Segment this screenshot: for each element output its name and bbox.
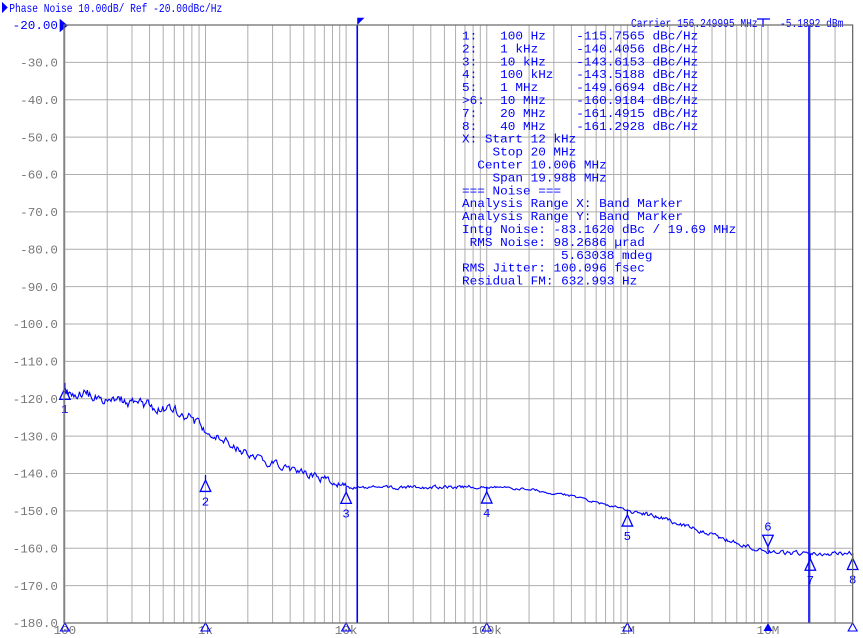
svg-text:-100.0: -100.0 (13, 318, 58, 332)
svg-text:-130.0: -130.0 (13, 430, 58, 444)
svg-text:-40.0: -40.0 (20, 94, 58, 108)
svg-text:5: 1 MHz -149.6694 dBc/H: 5: 1 MHz -149.6694 dBc/Hz (462, 81, 698, 95)
svg-text:RMS Jitter: 100.096 fsec: RMS Jitter: 100.096 fsec (462, 262, 645, 276)
svg-text:2: 2 (202, 495, 209, 509)
svg-text:-5.1892 dBm: -5.1892 dBm (780, 17, 843, 31)
svg-text:Stop 20 MHz: Stop 20 MHz (462, 146, 576, 160)
svg-text:-110.0: -110.0 (13, 356, 58, 370)
svg-text:-170.0: -170.0 (13, 580, 58, 594)
svg-text:-80.0: -80.0 (20, 243, 58, 257)
svg-text:-60.0: -60.0 (20, 169, 58, 183)
svg-text:RMS Noise: 98.2686 µrad: RMS Noise: 98.2686 µrad (462, 236, 645, 250)
svg-text:1: 1 (61, 403, 68, 417)
svg-text:1: 100 Hz -115.7565 dBc/H: 1: 100 Hz -115.7565 dBc/Hz (462, 30, 698, 44)
svg-text:-140.0: -140.0 (13, 468, 58, 482)
svg-text:-120.0: -120.0 (13, 393, 58, 407)
svg-text:-20.00: -20.00 (13, 19, 58, 33)
svg-text:4: 4 (483, 507, 490, 521)
svg-text:5: 5 (624, 530, 631, 544)
svg-text:Residual FM: 632.993 Hz: Residual FM: 632.993 Hz (462, 275, 637, 289)
svg-text:2: 1 kHz -140.4056 dBc/H: 2: 1 kHz -140.4056 dBc/Hz (462, 42, 698, 56)
svg-text:3: 10 kHz -143.6153 dBc/H: 3: 10 kHz -143.6153 dBc/Hz (462, 55, 698, 69)
svg-text:5.63038 mdeg: 5.63038 mdeg (462, 249, 653, 263)
svg-text:-150.0: -150.0 (13, 505, 58, 519)
svg-text:-90.0: -90.0 (20, 281, 58, 295)
svg-text:Span 19.988 MHz: Span 19.988 MHz (462, 171, 607, 185)
svg-text:Center 10.006 MHz: Center 10.006 MHz (462, 159, 607, 173)
svg-text:-160.0: -160.0 (13, 542, 58, 556)
svg-text:=== Noise ===: === Noise === (462, 184, 561, 198)
svg-text:-30.0: -30.0 (20, 57, 58, 71)
svg-text:4: 100 kHz -143.5188 dBc/H: 4: 100 kHz -143.5188 dBc/Hz (462, 68, 698, 82)
svg-text:6: 6 (764, 520, 771, 534)
svg-text:8: 40 MHz -161.2928 dBc/H: 8: 40 MHz -161.2928 dBc/Hz (462, 120, 698, 134)
svg-text:>6: 10 MHz -160.9184 dBc/H: >6: 10 MHz -160.9184 dBc/Hz (462, 94, 698, 108)
svg-text:X: Start 12 kHz: X: Start 12 kHz (462, 133, 576, 147)
svg-text:Analysis Range X: Band Marker: Analysis Range X: Band Marker (462, 197, 683, 211)
svg-text:Intg Noise: -83.1620 dBc / 19.: Intg Noise: -83.1620 dBc / 19.69 MHz (462, 223, 736, 237)
svg-text:-180.0: -180.0 (13, 617, 58, 631)
svg-text:-50.0: -50.0 (20, 131, 58, 145)
svg-text:-70.0: -70.0 (20, 206, 58, 220)
svg-text:Phase Noise 10.00dB/ Ref -20.0: Phase Noise 10.00dB/ Ref -20.00dBc/Hz (9, 2, 222, 16)
svg-text:Analysis Range Y: Band Marker: Analysis Range Y: Band Marker (462, 210, 683, 224)
svg-text:7: 20 MHz -161.4915 dBc/H: 7: 20 MHz -161.4915 dBc/Hz (462, 107, 698, 121)
svg-text:3: 3 (342, 507, 349, 521)
svg-text:7: 7 (807, 574, 814, 588)
